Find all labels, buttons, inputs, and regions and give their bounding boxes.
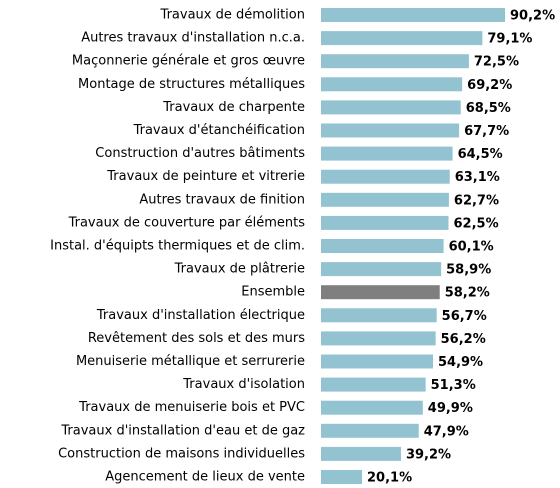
value-label: 20,1% — [367, 471, 412, 486]
value-label: 79,1% — [487, 32, 532, 47]
value-label: 68,5% — [466, 101, 511, 116]
category-label: Travaux de menuiserie bois et PVC — [78, 400, 305, 415]
category-label: Travaux d'isolation — [182, 377, 305, 392]
bar — [321, 54, 469, 69]
bar — [321, 100, 461, 115]
category-label: Travaux de démolition — [160, 8, 305, 23]
bar — [321, 470, 363, 484]
value-label: 90,2% — [510, 9, 555, 24]
category-label: Travaux de plâtrerie — [174, 262, 305, 277]
value-label: 64,5% — [458, 147, 503, 162]
bar — [321, 400, 423, 415]
bar — [321, 77, 463, 92]
value-label: 62,7% — [454, 193, 499, 208]
bar — [321, 146, 453, 161]
bar — [321, 192, 449, 207]
bar — [321, 31, 483, 46]
value-label: 67,7% — [464, 124, 509, 139]
category-label: Travaux de charpente — [162, 100, 305, 115]
category-label: Montage de structures métalliques — [78, 77, 305, 92]
category-label: Maçonnerie générale et gros œuvre — [72, 54, 305, 69]
category-label: Travaux d'installation d'eau et de gaz — [60, 423, 305, 438]
value-label: 60,1% — [449, 240, 494, 255]
bar — [321, 308, 437, 323]
bar — [321, 169, 450, 184]
bar — [321, 262, 442, 277]
category-label: Construction d'autres bâtiments — [95, 146, 305, 161]
value-label: 69,2% — [467, 78, 512, 93]
category-label: Ensemble — [241, 285, 305, 300]
bar — [321, 215, 449, 230]
value-label: 47,9% — [424, 424, 469, 439]
value-label: 58,9% — [446, 263, 491, 278]
value-label: 56,2% — [441, 332, 486, 347]
category-label: Menuiserie métallique et serrurerie — [76, 354, 305, 369]
value-label: 72,5% — [474, 55, 519, 70]
value-label: 39,2% — [406, 447, 451, 462]
category-label: Autres travaux d'installation n.c.a. — [81, 31, 305, 46]
category-label: Autres travaux de finition — [139, 192, 305, 207]
bar — [321, 8, 506, 22]
value-label: 63,1% — [455, 170, 500, 185]
value-label: 58,2% — [445, 286, 490, 301]
category-label: Travaux de couverture par éléments — [68, 215, 306, 230]
category-label: Revêtement des sols et des murs — [88, 331, 305, 346]
bar — [321, 423, 419, 438]
value-label: 56,7% — [442, 309, 487, 324]
category-label: Instal. d'équipts thermiques et de clim. — [50, 239, 305, 254]
bar — [321, 377, 426, 392]
bar — [321, 285, 440, 300]
value-label: 62,5% — [454, 216, 499, 231]
category-label: Travaux de peinture et vitrerie — [106, 169, 305, 184]
category-label: Travaux d'étanchéification — [133, 123, 305, 138]
category-label: Travaux d'installation électrique — [96, 308, 305, 323]
bar — [321, 446, 401, 461]
bar — [321, 123, 460, 138]
value-label: 51,3% — [431, 378, 476, 393]
bar — [321, 331, 436, 346]
category-label: Agencement de lieux de vente — [105, 470, 305, 485]
bar — [321, 354, 433, 369]
value-label: 49,9% — [428, 401, 473, 416]
bar — [321, 239, 444, 253]
value-label: 54,9% — [438, 355, 483, 370]
category-label: Construction de maisons individuelles — [58, 446, 305, 461]
